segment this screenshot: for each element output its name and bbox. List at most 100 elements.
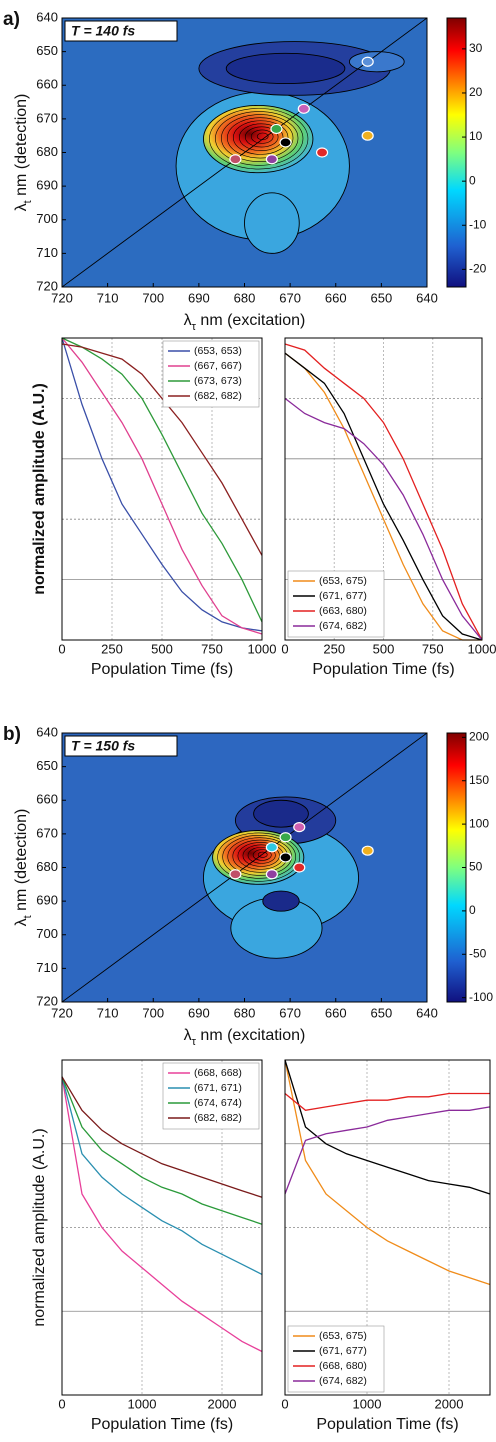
colorbar-tick-label: -50 — [469, 946, 487, 960]
series-line — [284, 397, 483, 641]
colorbar-tick-label: 50 — [469, 860, 483, 874]
peak-marker — [293, 822, 306, 833]
contour-line — [250, 129, 274, 144]
chart-title: T = 140 fs — [71, 23, 135, 39]
x-tick-label: 0 — [281, 1396, 288, 1411]
legend-label: (671, 677) — [319, 590, 367, 602]
y-tick-label: 640 — [36, 9, 58, 24]
peak-marker — [279, 137, 292, 148]
contour-line — [215, 111, 304, 166]
colorbar-tick-label: 0 — [469, 903, 476, 917]
x-tick-label: 720 — [51, 290, 73, 305]
peak-marker — [270, 123, 283, 135]
panel-label: a) — [3, 9, 20, 30]
legend-label: (667, 667) — [194, 360, 242, 372]
x-tick-label: 2000 — [435, 1396, 464, 1411]
peak-marker — [361, 130, 374, 141]
contour-region — [253, 799, 309, 828]
contour-line — [244, 126, 279, 148]
x-tick-label: 700 — [142, 1005, 164, 1020]
x-tick-label: 690 — [188, 1005, 210, 1020]
peak-marker — [265, 154, 278, 165]
peak-marker — [297, 103, 310, 114]
colorbar — [446, 17, 467, 288]
contour-line — [209, 108, 309, 170]
peak-marker — [229, 154, 242, 165]
series-line — [284, 1059, 491, 1286]
contour-line — [217, 832, 301, 882]
colorbar-tick-label: 20 — [469, 85, 483, 99]
peak-marker — [265, 869, 278, 880]
y-tick-label: 660 — [36, 792, 58, 807]
peak-marker — [265, 842, 278, 853]
axis-label: λτ nm (excitation) — [184, 1027, 306, 1048]
x-tick-label: 1000 — [353, 1396, 382, 1411]
peak-marker — [293, 862, 306, 873]
frame — [61, 337, 263, 641]
series-line — [61, 343, 263, 556]
series-line — [284, 343, 483, 641]
colorbar-tick-label: 0 — [469, 173, 476, 187]
x-tick-label: 670 — [279, 1005, 301, 1020]
x-tick-label: 720 — [51, 1005, 73, 1020]
peak-marker — [315, 147, 329, 158]
colorbar-tick-label: 100 — [469, 816, 489, 830]
legend-label: (653, 675) — [319, 1330, 367, 1342]
legend-label: (653, 675) — [319, 575, 367, 587]
series-line — [61, 337, 263, 623]
x-tick-label: 680 — [234, 1005, 256, 1020]
y-tick-label: 720 — [36, 993, 58, 1008]
legend-label: (682, 682) — [194, 390, 242, 402]
y-tick-label: 710 — [36, 960, 58, 975]
contour-region — [225, 52, 346, 85]
axis-label-part: λ — [184, 312, 192, 329]
colorbar-tick-label: 10 — [469, 129, 483, 143]
x-tick-label: 0 — [281, 641, 288, 656]
series-line — [61, 337, 263, 635]
y-tick-label: 720 — [36, 278, 58, 293]
y-tick-label: 670 — [36, 110, 58, 125]
frame — [284, 337, 483, 641]
axis-label-part: nm (detection) — [13, 809, 30, 916]
series-line — [284, 1106, 491, 1195]
legend-label: (653, 653) — [194, 345, 242, 357]
contour-line — [257, 851, 268, 858]
y-tick-label: 640 — [36, 724, 58, 739]
axis-label-part: λ — [13, 203, 30, 211]
title-box — [64, 735, 178, 757]
contour-region — [262, 890, 300, 912]
contour-line — [227, 837, 292, 876]
x-tick-label: 710 — [97, 1005, 119, 1020]
x-tick-label: 690 — [188, 290, 210, 305]
x-tick-label: 700 — [142, 290, 164, 305]
axis-label-part: nm (detection) — [13, 94, 30, 201]
y-tick-label: 690 — [36, 893, 58, 908]
legend-label: (671, 671) — [194, 1082, 242, 1094]
x-axis-label: Population Time (fs) — [91, 1416, 233, 1433]
colorbar-tick-label: -20 — [469, 262, 487, 276]
frame — [61, 1059, 263, 1396]
x-axis-label: Population Time (fs) — [91, 661, 233, 678]
axis-label-part: τ — [192, 1036, 197, 1048]
y-tick-label: 650 — [36, 43, 58, 58]
x-tick-label: 650 — [371, 290, 393, 305]
legend-label: (682, 682) — [194, 1112, 242, 1124]
axis-label-part: τ — [192, 321, 197, 333]
x-tick-label: 1000 — [128, 1396, 157, 1411]
contour-line — [247, 846, 276, 864]
y-tick-label: 680 — [36, 144, 58, 159]
colorbar-tick-label: 200 — [469, 730, 489, 744]
x-tick-label: 650 — [371, 1005, 393, 1020]
x-tick-label: 710 — [97, 290, 119, 305]
axis-label-part: nm (excitation) — [196, 1027, 305, 1044]
map — [62, 733, 427, 1002]
x-tick-label: 250 — [323, 641, 345, 656]
series-line — [61, 1076, 263, 1225]
axis-label: λt nm (detection) — [13, 809, 34, 927]
contour-region — [348, 51, 405, 73]
series-line — [284, 352, 482, 641]
series-line — [284, 1059, 491, 1195]
y-tick-label: 670 — [36, 825, 58, 840]
contour-region — [202, 104, 314, 174]
axis-label-part: λ — [13, 918, 30, 926]
